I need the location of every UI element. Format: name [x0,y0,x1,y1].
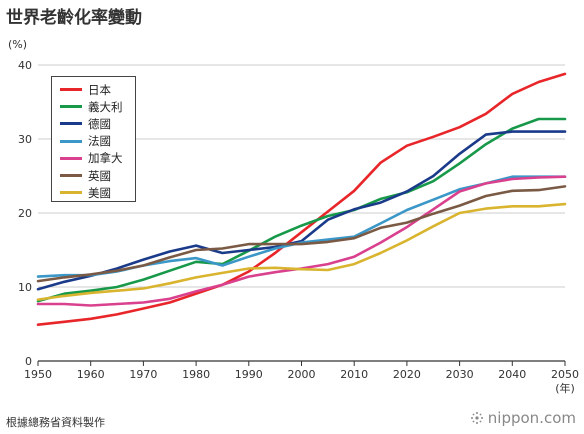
x-tick-label: 2000 [288,368,316,381]
x-tick-label: 2010 [340,368,368,381]
series-line [36,72,567,327]
chart-legend: 日本義大利德國法國加拿大英國美國 [51,76,136,202]
series-line [36,117,567,303]
legend-item: 加拿大 [60,150,135,167]
y-tick-label: 20 [18,207,32,220]
source-note: 根據總務省資料製作 [6,416,105,429]
legend-label: 英國 [88,168,111,183]
legend-item: 英國 [60,167,135,184]
x-tick-label: 2040 [498,368,526,381]
x-tick-label: 2030 [446,368,474,381]
y-tick-label: 0 [25,355,32,368]
x-tick-label: 2020 [393,368,421,381]
x-tick-label: 2050 [551,368,579,381]
legend-label: 義大利 [88,99,123,114]
brand-name: nippon.com [487,409,576,427]
legend-swatch [60,105,82,109]
legend-swatch [60,156,82,160]
legend-item: 德國 [60,115,135,132]
brand-logo: nippon.com [470,409,576,427]
legend-swatch [60,174,82,178]
legend-swatch [60,191,82,195]
nippon-logo-icon [470,411,484,425]
series-line [36,130,567,291]
legend-swatch [60,122,82,126]
legend-label: 加拿大 [88,151,123,166]
legend-item: 美國 [60,184,135,201]
legend-item: 法國 [60,133,135,150]
x-axis-label: (年) [555,381,575,395]
y-axis-unit: (%) [8,38,28,51]
chart-title: 世界老齡化率變動 [6,8,142,28]
y-tick-label: 30 [18,133,32,146]
y-tick-label: 40 [18,59,32,72]
series-line [36,202,567,301]
x-tick-label: 1980 [182,368,210,381]
y-tick-label: 10 [18,281,32,294]
legend-label: 德國 [88,116,111,131]
legend-swatch [60,88,82,92]
legend-label: 美國 [88,185,111,200]
x-tick-label: 1970 [129,368,157,381]
legend-item: 日本 [60,81,135,98]
x-tick-label: 1960 [77,368,105,381]
series-line [36,185,567,283]
x-tick-label: 1990 [235,368,263,381]
x-tick-label: 1950 [24,368,52,381]
legend-swatch [60,139,82,143]
legend-label: 日本 [88,82,111,97]
legend-label: 法國 [88,134,111,149]
legend-item: 義大利 [60,98,135,115]
